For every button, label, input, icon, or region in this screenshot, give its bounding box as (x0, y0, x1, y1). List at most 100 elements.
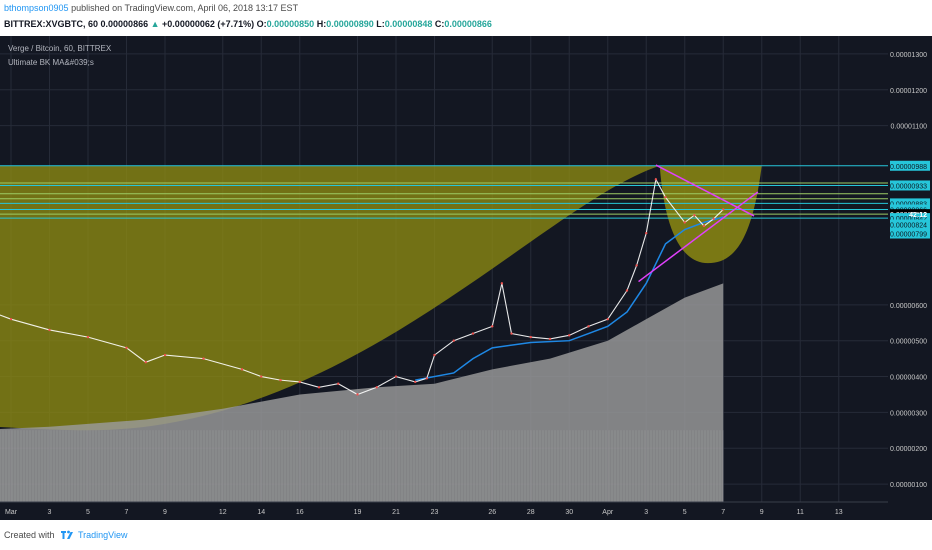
x-tick-label: 21 (392, 509, 400, 516)
price-point (645, 231, 648, 235)
price-point (279, 378, 282, 382)
price-point (414, 380, 417, 384)
published-text: published on TradingView.com, April 06, … (71, 3, 299, 13)
x-tick-label: 9 (163, 509, 167, 516)
price-point (144, 361, 147, 364)
x-tick-label: 3 (48, 509, 52, 516)
price-point (394, 375, 398, 378)
low-label: L: (376, 19, 385, 29)
price-point (337, 382, 340, 385)
close-value: 0.00000866 (444, 19, 492, 29)
footer: Created with TradingView (0, 520, 932, 550)
price-point (202, 357, 205, 360)
price-point (654, 178, 658, 181)
x-tick-label: 7 (125, 509, 129, 516)
price-label-box (890, 213, 930, 224)
price-point (712, 217, 715, 221)
price-point (86, 335, 90, 339)
y-tick-label: 0.00001300 (890, 52, 927, 59)
x-tick-label: 9 (760, 509, 764, 516)
time-axis-band (0, 502, 932, 520)
price-point (625, 289, 629, 292)
x-tick-label: 14 (257, 509, 265, 516)
price-point (317, 386, 321, 389)
price-point (452, 339, 455, 342)
y-tick-label: 0.00000200 (890, 446, 927, 453)
chart-header: bthompson0905 published on TradingView.c… (0, 0, 932, 36)
price-chart[interactable]: 0.00001300 0.00001200 0.00001100 0.00000600… (0, 36, 932, 520)
price-point (510, 332, 513, 335)
x-tick-label: 13 (835, 509, 843, 516)
price-point (683, 221, 686, 224)
x-tick-label: 5 (683, 509, 687, 516)
low-value: 0.00000848 (384, 19, 433, 29)
x-tick-label: 30 (565, 509, 573, 516)
price-label-box (890, 228, 930, 239)
close-label: C: (434, 19, 445, 29)
change-value: +0.00000062 (+7.71%) (162, 19, 255, 29)
price-label-box (890, 180, 930, 191)
x-tick-label: 19 (354, 509, 362, 516)
tradingview-brand[interactable]: TradingView (78, 530, 128, 540)
price-point (48, 328, 51, 332)
price-point (471, 332, 475, 335)
price-label-text: 0.00000988 (890, 164, 927, 171)
open-value: 0.00000850 (266, 19, 315, 29)
price-point (433, 353, 436, 357)
x-tick-label: Apr (602, 509, 614, 516)
x-tick-label: Mar (5, 509, 18, 516)
y-tick-label: 0.00000400 (890, 375, 927, 382)
x-tick-label: 26 (488, 509, 496, 516)
price-point (693, 214, 696, 217)
cup-shape (0, 165, 660, 431)
x-tick-label: 7 (721, 509, 725, 516)
price-point (375, 386, 378, 389)
x-tick-label: 5 (86, 509, 90, 516)
price-point (606, 317, 609, 321)
triangle-lower-line (638, 191, 759, 283)
created-with-text: Created with (4, 530, 55, 540)
price-point (664, 196, 667, 199)
price-point (568, 334, 571, 337)
price-label-text: 0.00000933 (890, 183, 927, 190)
y-tick-label: 0.00000100 (890, 482, 927, 489)
publish-info: bthompson0905 published on TradingView.c… (4, 3, 298, 13)
price-point (702, 224, 706, 228)
price-point (722, 208, 725, 211)
tradingview-logo-icon[interactable] (60, 529, 74, 541)
y-tick-label: 0.00000500 (890, 339, 927, 346)
price-point (529, 335, 532, 339)
y-tick-label: 0.00000300 (890, 410, 927, 417)
x-tick-label: 16 (296, 509, 304, 516)
price-point (500, 282, 504, 285)
y-tick-label: 0.00000600 (890, 303, 927, 310)
price-point (548, 337, 552, 341)
y-tick-label: 0.00001200 (890, 88, 927, 95)
price-point (491, 325, 494, 328)
price-point (125, 346, 128, 350)
price-label-box (890, 160, 930, 171)
x-tick-label: 12 (219, 509, 227, 516)
price-line (0, 177, 724, 396)
price-point (163, 353, 167, 357)
moving-average-line (415, 216, 724, 381)
x-tick-label: 3 (644, 509, 648, 516)
chart-legend-title: Verge / Bitcoin, 60, BITTREX (8, 44, 112, 53)
price-point (587, 325, 590, 328)
chart-area[interactable]: 0.00001300 0.00001200 0.00001100 0.00000600… (0, 36, 932, 520)
price-point (356, 393, 359, 396)
x-tick-label: 28 (527, 509, 535, 516)
high-value: 0.00000890 (326, 19, 374, 29)
symbol-label: BITTREX:XVGBTC, 60 (4, 19, 99, 29)
indicator-legend: Ultimate BK MA&#039;s (8, 58, 94, 67)
price-point (298, 380, 301, 384)
price-point (635, 264, 638, 267)
y-tick-label: 0.00001100 (891, 124, 928, 131)
last-price: 0.00000866 (100, 19, 149, 29)
price-point (9, 317, 13, 321)
x-tick-label: 23 (431, 509, 439, 516)
price-label-box (890, 219, 930, 230)
ohlc-line: BITTREX:XVGBTC, 60 0.00000866 ▲ +0.00000… (4, 19, 492, 29)
author-link[interactable]: bthompson0905 (4, 3, 69, 13)
countdown-label: 42:12 (909, 212, 927, 219)
